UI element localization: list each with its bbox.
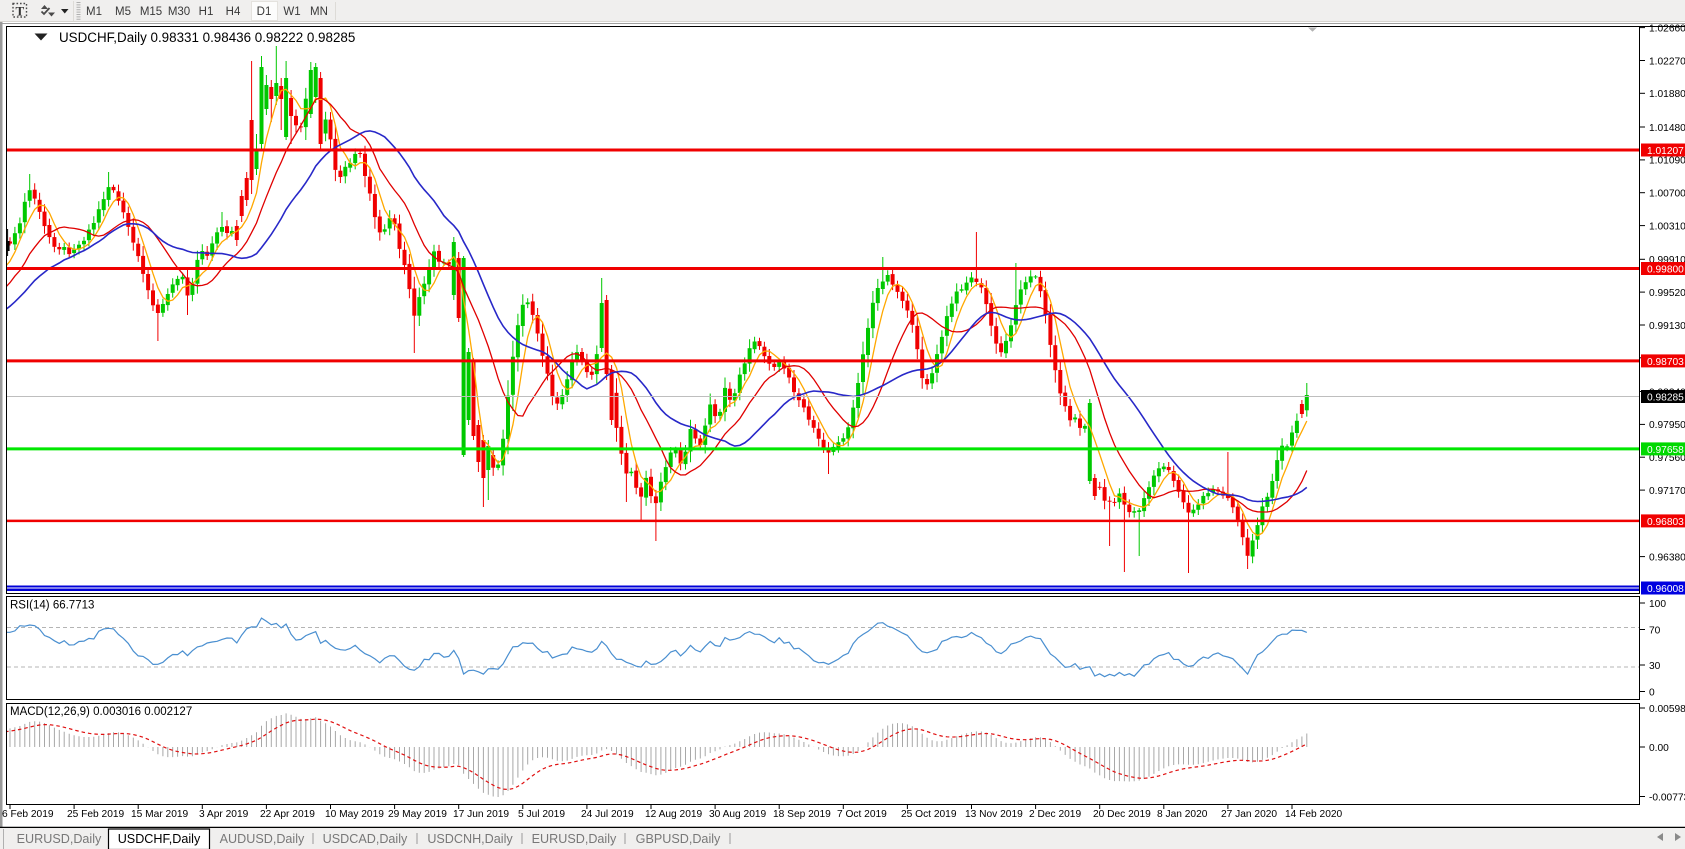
svg-text:1.00700: 1.00700 [1649, 189, 1685, 200]
svg-text:1.01090: 1.01090 [1649, 156, 1685, 167]
svg-text:EURUSD,Daily: EURUSD,Daily [17, 832, 102, 846]
svg-text:2 Dec 2019: 2 Dec 2019 [1029, 809, 1081, 820]
svg-text:MACD(12,26,9) 0.003016 0.00212: MACD(12,26,9) 0.003016 0.002127 [10, 706, 192, 718]
svg-text:GBPUSD,Daily: GBPUSD,Daily [636, 832, 721, 846]
svg-text:USDCAD,Daily: USDCAD,Daily [323, 832, 408, 846]
svg-text:17 Jun 2019: 17 Jun 2019 [453, 809, 509, 820]
svg-text:22 Apr 2019: 22 Apr 2019 [260, 809, 315, 820]
svg-text:0.97950: 0.97950 [1649, 420, 1685, 431]
svg-text:M5: M5 [115, 6, 131, 18]
svg-text:7 Oct 2019: 7 Oct 2019 [837, 809, 887, 820]
svg-text:0.96803: 0.96803 [1647, 517, 1684, 528]
svg-text:1.01880: 1.01880 [1649, 89, 1685, 100]
svg-text:30 Aug 2019: 30 Aug 2019 [709, 809, 767, 820]
svg-text:0.97560: 0.97560 [1649, 453, 1685, 464]
svg-text:15 Mar 2019: 15 Mar 2019 [131, 809, 189, 820]
svg-text:EURUSD,Daily: EURUSD,Daily [532, 832, 617, 846]
svg-text:0.00: 0.00 [1649, 743, 1669, 754]
svg-text:29 May 2019: 29 May 2019 [388, 809, 447, 820]
svg-text:25 Oct 2019: 25 Oct 2019 [901, 809, 957, 820]
svg-text:0.005986: 0.005986 [1649, 704, 1685, 715]
svg-text:0.99800: 0.99800 [1647, 265, 1684, 276]
svg-text:0.99910: 0.99910 [1649, 255, 1685, 266]
svg-text:W1: W1 [283, 6, 300, 18]
svg-text:0.97170: 0.97170 [1649, 486, 1685, 497]
svg-text:M30: M30 [168, 6, 190, 18]
svg-text:14 Feb 2020: 14 Feb 2020 [1285, 809, 1343, 820]
svg-text:25 Feb 2019: 25 Feb 2019 [67, 809, 125, 820]
svg-text:M1: M1 [86, 6, 102, 18]
svg-text:24 Jul 2019: 24 Jul 2019 [581, 809, 634, 820]
svg-text:1.01480: 1.01480 [1649, 123, 1685, 134]
svg-text:M15: M15 [140, 6, 162, 18]
svg-text:10 May 2019: 10 May 2019 [325, 809, 384, 820]
svg-text:0: 0 [1649, 687, 1655, 698]
svg-text:-0.007737: -0.007737 [1649, 792, 1685, 803]
svg-text:30: 30 [1649, 661, 1661, 672]
svg-text:0.96380: 0.96380 [1649, 552, 1685, 563]
svg-text:USDCNH,Daily: USDCNH,Daily [427, 832, 513, 846]
svg-text:1.00310: 1.00310 [1649, 221, 1685, 232]
svg-text:0.98285: 0.98285 [1647, 393, 1684, 404]
svg-text:20 Dec 2019: 20 Dec 2019 [1093, 809, 1151, 820]
svg-text:0.98703: 0.98703 [1647, 357, 1684, 368]
svg-text:T: T [15, 3, 24, 18]
svg-text:MN: MN [310, 6, 328, 18]
svg-text:27 Jan 2020: 27 Jan 2020 [1221, 809, 1277, 820]
svg-text:0.99520: 0.99520 [1649, 288, 1685, 299]
svg-text:0.97658: 0.97658 [1647, 445, 1684, 456]
svg-text:1.02660: 1.02660 [1649, 23, 1685, 34]
svg-text:USDCHF,Daily: USDCHF,Daily [118, 832, 201, 846]
svg-text:18 Sep 2019: 18 Sep 2019 [773, 809, 831, 820]
svg-text:8 Jan 2020: 8 Jan 2020 [1157, 809, 1208, 820]
svg-text:D1: D1 [257, 6, 272, 18]
svg-text:1.02270: 1.02270 [1649, 56, 1685, 67]
svg-text:6 Feb 2019: 6 Feb 2019 [2, 809, 54, 820]
svg-text:3 Apr 2019: 3 Apr 2019 [199, 809, 249, 820]
svg-text:USDCHF,Daily 0.98331 0.98436: USDCHF,Daily 0.98331 0.98436 0.98222 0.9… [59, 30, 355, 45]
svg-text:0.96008: 0.96008 [1647, 584, 1684, 595]
svg-text:H1: H1 [199, 6, 214, 18]
svg-text:0.99130: 0.99130 [1649, 321, 1685, 332]
svg-text:RSI(14) 66.7713: RSI(14) 66.7713 [10, 600, 94, 612]
svg-text:1.01207: 1.01207 [1647, 146, 1684, 157]
svg-text:H4: H4 [226, 6, 241, 18]
svg-text:5 Jul 2019: 5 Jul 2019 [518, 809, 565, 820]
svg-text:70: 70 [1649, 625, 1661, 636]
svg-text:12 Aug 2019: 12 Aug 2019 [645, 809, 703, 820]
svg-text:AUDUSD,Daily: AUDUSD,Daily [220, 832, 305, 846]
svg-text:100: 100 [1649, 599, 1666, 610]
svg-text:13 Nov 2019: 13 Nov 2019 [965, 809, 1023, 820]
